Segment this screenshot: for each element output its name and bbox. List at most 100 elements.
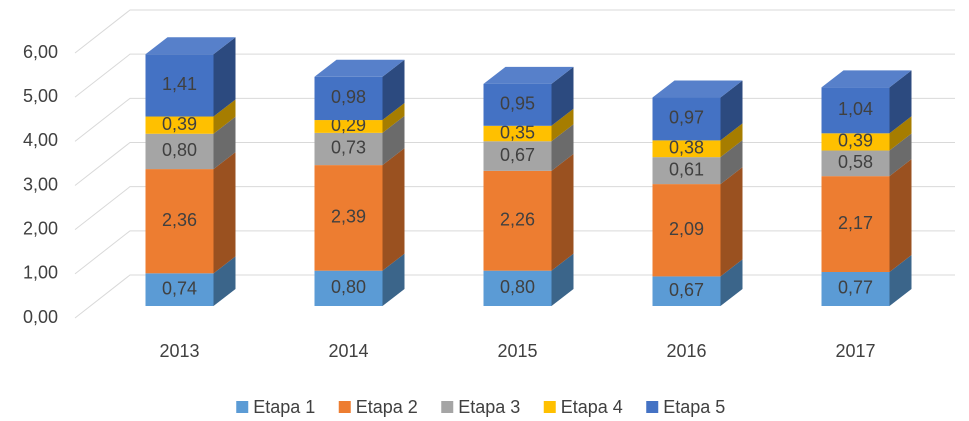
- bar-side: [382, 253, 405, 306]
- bar: [314, 132, 383, 166]
- bar-top: [652, 80, 743, 98]
- bar-side: [889, 159, 912, 272]
- bar-side: [382, 59, 405, 121]
- bar-side: [720, 123, 743, 158]
- legend-label: Etapa 1: [253, 397, 315, 417]
- y-tick-label: 6,00: [23, 42, 58, 62]
- data-label: 0,98: [331, 87, 366, 107]
- data-label: 0,80: [162, 140, 197, 160]
- data-label: 0,58: [838, 152, 873, 172]
- bar: [652, 276, 721, 306]
- data-label: 1,04: [838, 99, 873, 119]
- bar: [483, 125, 552, 142]
- bar: [821, 133, 890, 151]
- data-label: 0,39: [838, 131, 873, 151]
- bar: [314, 120, 383, 133]
- bar: [821, 150, 890, 177]
- bar: [314, 270, 383, 306]
- y-tick-label: 1,00: [23, 263, 58, 283]
- bar-side: [889, 254, 912, 306]
- data-label: 0,29: [331, 115, 366, 135]
- legend-label: Etapa 2: [356, 397, 418, 417]
- data-label: 0,74: [162, 278, 197, 298]
- bar-side: [889, 133, 912, 177]
- bar: [145, 169, 214, 274]
- bar-side: [213, 116, 236, 170]
- bar-top: [145, 37, 236, 55]
- bar: [483, 83, 552, 126]
- bar-top: [821, 70, 912, 88]
- legend-swatch: [543, 401, 556, 413]
- bar-side: [382, 115, 405, 166]
- data-label: 0,95: [500, 94, 535, 114]
- data-label: 2,17: [838, 213, 873, 233]
- data-label: 2,26: [500, 210, 535, 230]
- legend-label: Etapa 3: [458, 397, 520, 417]
- bar-side: [213, 99, 236, 134]
- data-label: 0,67: [669, 280, 704, 300]
- legend-swatch: [236, 401, 249, 413]
- legend-swatch: [338, 401, 351, 413]
- bar: [483, 170, 552, 271]
- bar-side: [889, 70, 912, 134]
- grid-line: [74, 53, 955, 98]
- bar: [483, 270, 552, 306]
- bar-side: [382, 103, 405, 133]
- data-label: 2,36: [162, 210, 197, 230]
- bar-side: [889, 116, 912, 151]
- data-label: 0,67: [500, 145, 535, 165]
- bar-side: [551, 66, 574, 126]
- bar-side: [382, 148, 405, 271]
- data-label: 0,80: [500, 277, 535, 297]
- bar-side: [213, 152, 236, 274]
- y-tick-label: 4,00: [23, 130, 58, 150]
- data-label: 0,61: [669, 159, 704, 179]
- bar-side: [720, 80, 743, 141]
- x-tick-label: 2013: [159, 341, 199, 361]
- data-label: 0,38: [669, 138, 704, 158]
- y-tick-label: 0,00: [23, 307, 58, 327]
- bar: [652, 140, 721, 158]
- grid-line: [74, 9, 955, 54]
- data-label: 0,97: [669, 108, 704, 128]
- data-label: 0,80: [331, 277, 366, 297]
- legend-swatch: [441, 401, 454, 413]
- legend-label: Etapa 5: [663, 397, 725, 417]
- bar-top: [483, 66, 574, 84]
- bar: [652, 157, 721, 185]
- bar-side: [720, 259, 743, 306]
- bar: [652, 97, 721, 141]
- bar: [821, 176, 890, 272]
- bar-side: [551, 153, 574, 271]
- data-label: 0,73: [331, 138, 366, 158]
- bar-side: [720, 140, 743, 185]
- bar: [145, 133, 214, 170]
- legend-label: Etapa 4: [561, 397, 623, 417]
- y-tick-label: 5,00: [23, 86, 58, 106]
- bar-side: [551, 253, 574, 306]
- bar: [652, 184, 721, 277]
- bar-top: [314, 59, 405, 77]
- bar-side: [213, 256, 236, 306]
- bar: [314, 76, 383, 121]
- bar: [145, 54, 214, 117]
- bar-side: [551, 108, 574, 142]
- data-label: 2,09: [669, 219, 704, 239]
- data-label: 0,77: [838, 278, 873, 298]
- bar: [821, 87, 890, 134]
- bar-side: [551, 124, 574, 171]
- legend-swatch: [646, 401, 659, 413]
- bar: [145, 116, 214, 134]
- y-tick-label: 3,00: [23, 174, 58, 194]
- bar: [145, 273, 214, 306]
- bar: [821, 271, 890, 306]
- x-tick-label: 2015: [497, 341, 537, 361]
- y-tick-label: 2,00: [23, 218, 58, 238]
- x-tick-label: 2016: [666, 341, 706, 361]
- data-label: 0,39: [162, 114, 197, 134]
- bar-side: [720, 167, 743, 277]
- data-label: 2,39: [331, 207, 366, 227]
- data-label: 0,35: [500, 122, 535, 142]
- data-label: 1,41: [162, 74, 197, 94]
